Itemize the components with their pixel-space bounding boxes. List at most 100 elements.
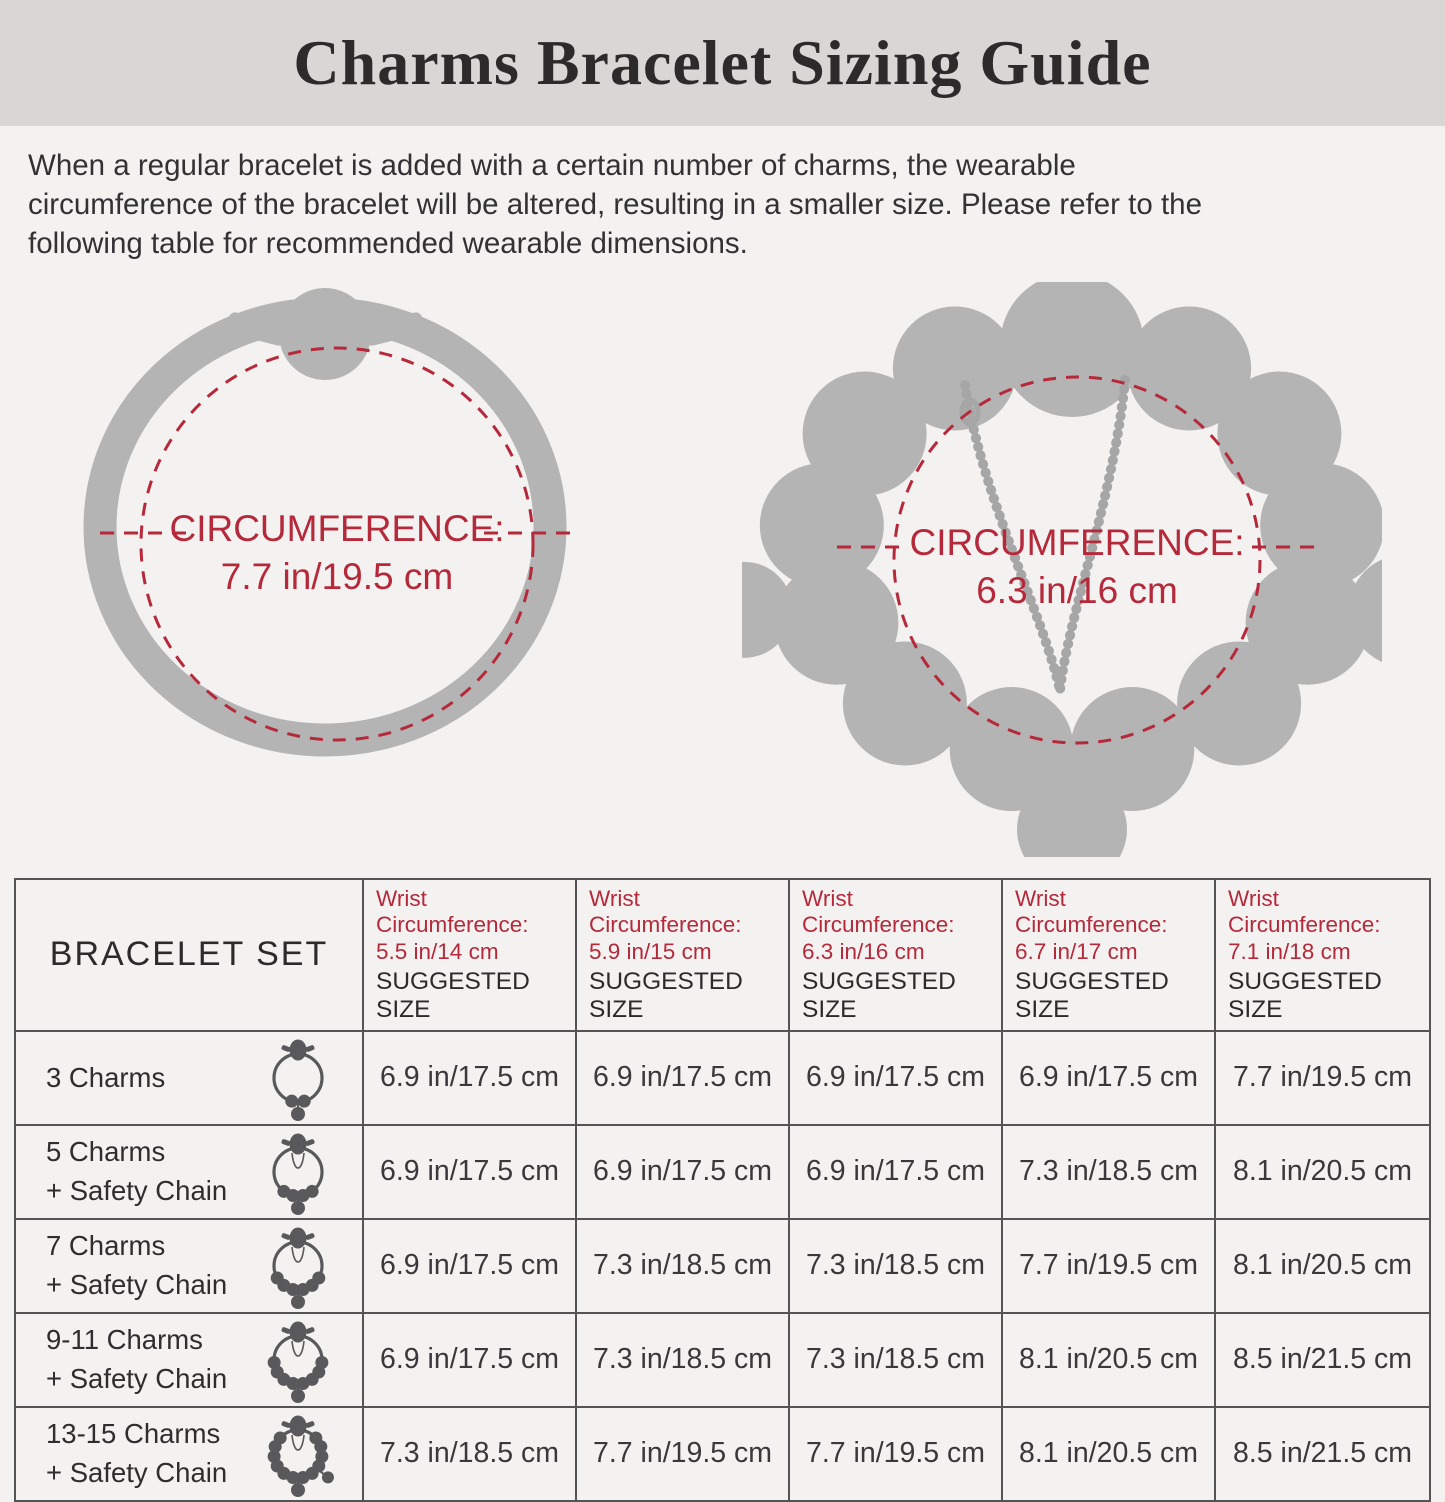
plain-bracelet-diagram: CIRCUMFERENCE: 7.7 in/19.5 cm <box>72 288 584 770</box>
charm-count: 3 Charms <box>46 1061 166 1093</box>
size-cell: 7.3 in/18.5 cm <box>575 1217 790 1314</box>
intro-line-2: circumference of the bracelet will be al… <box>28 188 1202 222</box>
size-cell: 8.5 in/21.5 cm <box>1214 1405 1431 1502</box>
intro-text: When a regular bracelet is added with a … <box>28 146 1428 264</box>
size-cell: 6.9 in/17.5 cm <box>362 1029 577 1126</box>
size-cell: 6.9 in/17.5 cm <box>362 1311 577 1408</box>
circumference-label: CIRCUMFERENCE: <box>169 508 504 549</box>
charm-circle <box>1260 463 1382 588</box>
charm-circle <box>774 560 899 685</box>
title-band: Charms Bracelet Sizing Guide <box>0 0 1445 126</box>
wrist-circumference-label: Wrist Circumference: <box>1015 886 1168 938</box>
suggested-size-label: SUGGESTED SIZE <box>802 967 956 1023</box>
page-title: Charms Bracelet Sizing Guide <box>293 27 1152 98</box>
charm-circle <box>892 306 1017 431</box>
suggested-size-label: SUGGESTED SIZE <box>1228 967 1382 1023</box>
charm-circle <box>1177 641 1302 766</box>
size-cell: 8.5 in/21.5 cm <box>1214 1311 1431 1408</box>
mini-bracelet-icon <box>267 1415 334 1497</box>
wrist-circumference-value: 6.3 in/16 cm <box>802 938 925 964</box>
size-cell: 7.3 in/18.5 cm <box>362 1405 577 1502</box>
mini-bracelet-icon <box>272 1133 324 1215</box>
bracelet-set-label: 7 Charms + Safety Chain <box>46 1227 227 1304</box>
bracelet-set-header: BRACELET SET <box>14 878 364 1032</box>
plain-bracelet-illustration: CIRCUMFERENCE: 7.7 in/19.5 cm <box>83 288 574 757</box>
suggested-size-label: SUGGESTED SIZE <box>1015 967 1169 1023</box>
circumference-annotation: CIRCUMFERENCE: 7.7 in/19.5 cm <box>100 346 574 742</box>
charm-count: 5 Charms <box>46 1136 166 1168</box>
charm-circle <box>802 371 927 496</box>
size-cell: 7.3 in/18.5 cm <box>575 1311 790 1408</box>
clasp-charm <box>1000 282 1144 417</box>
size-cell: 8.1 in/20.5 cm <box>1214 1123 1431 1220</box>
size-cell: 6.9 in/17.5 cm <box>788 1123 1003 1220</box>
safety-chain-note: + Safety Chain <box>46 1362 228 1394</box>
bracelet-set-cell: 9-11 Charms + Safety Chain <box>14 1311 364 1408</box>
bracelet-set-cell: 13-15 Charms + Safety Chain <box>14 1405 364 1502</box>
bracelet-set-cell: 5 Charms + Safety Chain <box>14 1123 364 1220</box>
size-cell: 8.1 in/20.5 cm <box>1001 1311 1216 1408</box>
wrist-circumference-header: Wrist Circumference: 5.9 in/15 cm SUGGES… <box>575 878 790 1032</box>
charm-count: 13-15 Charms <box>46 1418 221 1450</box>
safety-chain-note: + Safety Chain <box>46 1268 228 1300</box>
wrist-circumference-value: 5.5 in/14 cm <box>376 938 499 964</box>
circumference-value: 7.7 in/19.5 cm <box>221 556 453 597</box>
charm-circle <box>1245 560 1370 685</box>
mini-bracelet-icon <box>270 1227 326 1309</box>
size-cell: 6.9 in/17.5 cm <box>362 1217 577 1314</box>
table-row: 5 Charms + Safety Chain 6.9 in/17.5 cm 6.… <box>14 1123 1431 1220</box>
charm-circle <box>1127 306 1252 431</box>
bracelet-set-label: 13-15 Charms + Safety Chain <box>46 1415 227 1492</box>
suggested-size-label: SUGGESTED SIZE <box>376 967 530 1023</box>
table-row: 7 Charms + Safety Chain 6.9 in/17.5 cm 7.… <box>14 1217 1431 1314</box>
safety-chain-note: + Safety Chain <box>46 1456 228 1488</box>
dangling-charm <box>742 561 793 658</box>
chain-clasp <box>959 397 981 427</box>
charm-circle <box>1070 687 1195 812</box>
bracelet-icon <box>258 1220 338 1312</box>
sizing-table: BRACELET SET Wrist Circumference: 5.5 in… <box>14 878 1431 1502</box>
size-cell: 7.7 in/19.5 cm <box>575 1405 790 1502</box>
clasp-ball <box>279 288 371 380</box>
table-header-row: BRACELET SET Wrist Circumference: 5.5 in… <box>14 878 1431 1032</box>
size-cell: 6.9 in/17.5 cm <box>362 1123 577 1220</box>
charm-count: 9-11 Charms <box>46 1324 203 1356</box>
bracelet-set-cell: 3 Charms <box>14 1029 364 1126</box>
wrist-circumference-label: Wrist Circumference: <box>1228 886 1381 938</box>
size-cell: 7.3 in/18.5 cm <box>788 1311 1003 1408</box>
wrist-circumference-label: Wrist Circumference: <box>589 886 742 938</box>
dangling-charm <box>1348 559 1382 662</box>
bracelet-icon <box>258 1032 338 1124</box>
safety-chain-note: + Safety Chain <box>46 1174 228 1206</box>
table-row: 13-15 Charms + Safety Chain 7.3 in/18.5 … <box>14 1405 1431 1502</box>
charm-count: 7 Charms <box>46 1230 166 1262</box>
size-cell: 8.1 in/20.5 cm <box>1214 1217 1431 1314</box>
size-cell: 6.9 in/17.5 cm <box>1001 1029 1216 1126</box>
circumference-value: 6.3 in/16 cm <box>976 570 1178 611</box>
wrist-circumference-label: Wrist Circumference: <box>376 886 529 938</box>
size-cell: 6.9 in/17.5 cm <box>575 1123 790 1220</box>
suggested-size-label: SUGGESTED SIZE <box>589 967 743 1023</box>
mini-bracelet-icon <box>272 1039 324 1121</box>
intro-line-1: When a regular bracelet is added with a … <box>28 149 1076 182</box>
bracelet-band <box>83 288 567 757</box>
charm-ring <box>742 282 1382 857</box>
wrist-circumference-header: Wrist Circumference: 6.7 in/17 cm SUGGES… <box>1001 878 1216 1032</box>
wrist-circumference-header: Wrist Circumference: 7.1 in/18 cm SUGGES… <box>1214 878 1431 1032</box>
wrist-circumference-header: Wrist Circumference: 6.3 in/16 cm SUGGES… <box>788 878 1003 1032</box>
bracelet-icon <box>258 1408 338 1500</box>
charm-bracelet-illustration: CIRCUMFERENCE: 6.3 in/16 cm <box>742 282 1382 857</box>
bracelet-set-label: 5 Charms + Safety Chain <box>46 1133 227 1210</box>
wrist-circumference-value: 7.1 in/18 cm <box>1228 938 1351 964</box>
bracelet-icon <box>258 1314 338 1406</box>
table-row: 9-11 Charms + Safety Chain 6.9 in/17.5 c… <box>14 1311 1431 1408</box>
size-cell: 6.9 in/17.5 cm <box>575 1029 790 1126</box>
circumference-annotation: CIRCUMFERENCE: 6.3 in/16 cm <box>837 375 1317 745</box>
wrist-circumference-header: Wrist Circumference: 5.5 in/14 cm SUGGES… <box>362 878 577 1032</box>
bracelet-set-label: 9-11 Charms + Safety Chain <box>46 1321 227 1398</box>
size-cell: 7.7 in/19.5 cm <box>788 1405 1003 1502</box>
charm-bracelet-diagram: CIRCUMFERENCE: 6.3 in/16 cm <box>742 282 1382 857</box>
size-cell: 6.9 in/17.5 cm <box>788 1029 1003 1126</box>
charm-circle <box>842 641 967 766</box>
